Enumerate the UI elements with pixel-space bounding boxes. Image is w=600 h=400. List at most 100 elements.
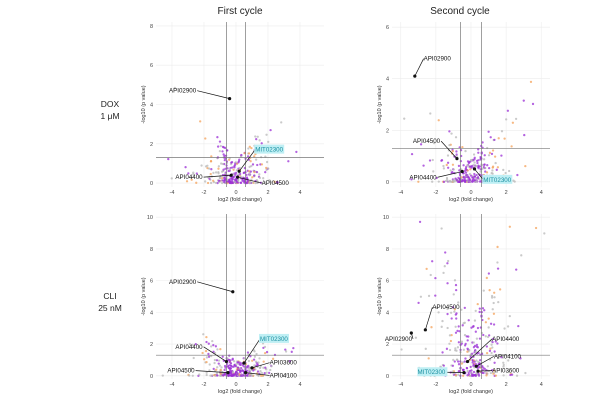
data-point — [457, 363, 461, 366]
data-point — [410, 178, 413, 181]
data-point — [262, 366, 265, 369]
data-point — [466, 350, 469, 353]
gene-point — [455, 157, 459, 161]
data-point — [445, 347, 449, 350]
data-point — [524, 164, 527, 168]
data-point — [233, 163, 237, 166]
data-point — [496, 267, 500, 270]
row-label-dox: DOX 1 μM — [80, 98, 140, 122]
data-point — [477, 148, 480, 151]
data-point — [260, 371, 264, 375]
data-point — [454, 283, 458, 287]
data-point — [223, 364, 227, 368]
data-point — [282, 374, 285, 377]
data-point — [461, 368, 465, 372]
data-point — [432, 142, 436, 145]
data-point — [475, 337, 479, 340]
data-point — [472, 325, 475, 328]
data-point — [459, 159, 463, 163]
data-point — [220, 181, 224, 185]
data-point — [489, 322, 493, 325]
gene-point — [462, 371, 466, 375]
data-point — [517, 324, 520, 328]
data-point — [250, 373, 253, 376]
data-point — [208, 177, 211, 180]
data-point — [229, 369, 232, 373]
data-point — [227, 373, 230, 377]
data-point — [450, 132, 453, 135]
data-point — [494, 161, 497, 165]
gene-point — [244, 371, 248, 375]
data-point — [203, 358, 206, 361]
data-point — [457, 325, 460, 328]
data-point — [232, 373, 235, 376]
data-point — [240, 362, 243, 365]
data-point — [471, 361, 474, 364]
data-point — [185, 180, 189, 183]
data-point — [222, 176, 226, 180]
gene-label: API03600 — [270, 360, 298, 367]
data-point — [231, 358, 234, 361]
data-point — [248, 368, 251, 371]
data-point — [265, 350, 269, 354]
data-point — [417, 301, 420, 305]
data-point — [481, 141, 484, 144]
data-point — [419, 143, 423, 146]
x-tick-label: 2 — [505, 382, 508, 388]
data-point — [489, 136, 492, 139]
data-point — [490, 351, 493, 355]
data-point — [453, 360, 456, 363]
data-point — [455, 178, 459, 182]
data-point — [260, 155, 263, 159]
panel-dox-first: -4 -2 0 2 4 0 2 4 6 8 log2 (fold change) -log10 (p … — [141, 22, 324, 203]
data-point — [247, 374, 251, 377]
y-tick-label: 4 — [150, 310, 153, 316]
data-point — [220, 176, 224, 180]
gene-label: API04400 — [409, 174, 437, 181]
data-point — [260, 142, 263, 145]
gene-point — [472, 167, 477, 171]
y-tick-label: 10 — [147, 215, 153, 221]
gene-point — [413, 74, 417, 78]
data-point — [444, 179, 448, 183]
data-point — [218, 364, 222, 367]
y-tick-label: 2 — [386, 342, 389, 348]
data-point — [474, 373, 477, 377]
data-point — [457, 301, 460, 304]
data-point — [468, 172, 472, 176]
data-point — [478, 337, 482, 340]
data-point — [205, 360, 208, 364]
data-point — [217, 362, 220, 365]
y-axis-label: -log10 (p value) — [141, 277, 147, 315]
data-point — [477, 360, 480, 364]
data-point — [492, 301, 495, 305]
data-point — [494, 340, 497, 343]
data-point — [191, 374, 194, 377]
data-point — [491, 340, 494, 344]
data-point — [491, 337, 495, 341]
data-point — [440, 325, 443, 328]
data-point — [472, 341, 475, 344]
data-point — [253, 350, 256, 353]
data-point — [434, 306, 438, 309]
data-point — [431, 158, 434, 162]
data-point — [446, 154, 450, 157]
data-point — [257, 361, 260, 364]
data-point — [473, 172, 476, 176]
row-label-cli-drug: CLI — [103, 291, 117, 301]
data-point — [523, 133, 526, 137]
data-point — [508, 315, 511, 318]
data-point — [484, 166, 487, 170]
data-point — [211, 339, 214, 343]
data-point — [464, 167, 468, 170]
data-point — [249, 180, 252, 183]
data-point — [463, 333, 467, 337]
data-point — [458, 370, 461, 373]
data-point — [469, 168, 472, 171]
data-point — [442, 364, 445, 367]
data-point — [241, 179, 244, 182]
data-point — [485, 276, 488, 280]
data-point — [473, 175, 477, 178]
data-point — [463, 180, 467, 183]
data-point — [213, 361, 216, 365]
